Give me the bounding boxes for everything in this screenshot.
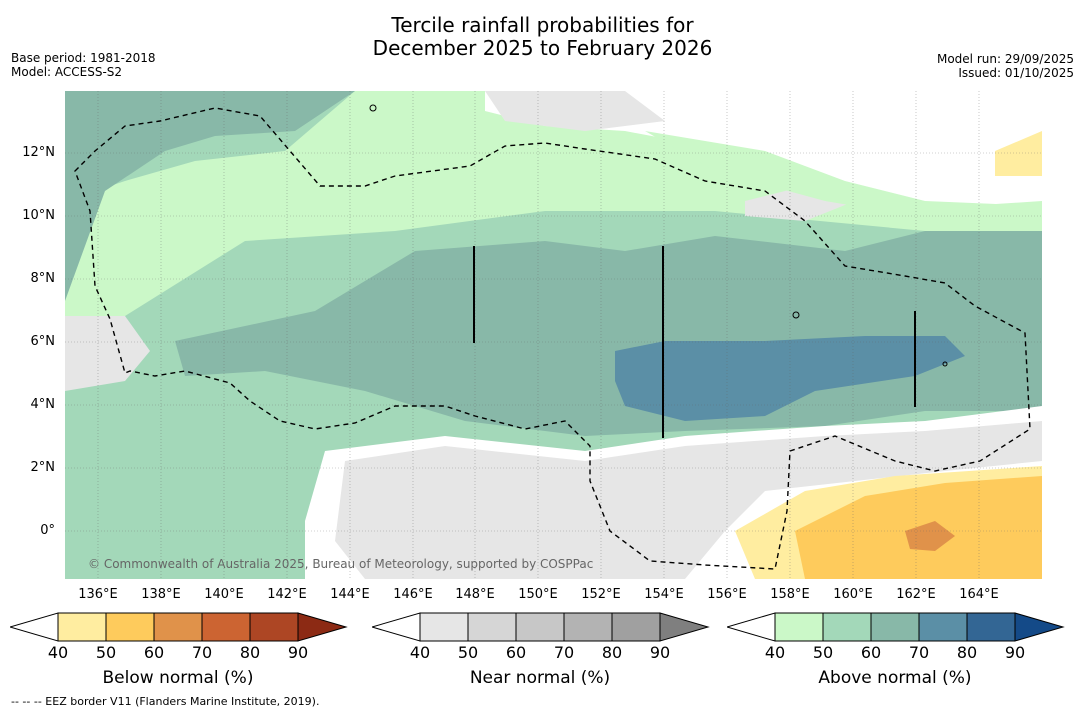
y-tick-12n: 12°N bbox=[22, 145, 55, 160]
cb-near-tick-40: 40 bbox=[409, 643, 431, 662]
cb-below-tick-70: 70 bbox=[191, 643, 213, 662]
cb-below-seg-5 bbox=[249, 612, 299, 642]
cb-below-seg-2 bbox=[105, 612, 155, 642]
meta-left: Base period: 1981-2018 Model: ACCESS-S2 bbox=[11, 51, 156, 79]
cb-below-arrow-right bbox=[297, 612, 348, 642]
cb-near-tick-60: 60 bbox=[505, 643, 527, 662]
x-tick-156: 156°E bbox=[707, 587, 747, 602]
cb-below-seg-4 bbox=[201, 612, 251, 642]
region-above-40-ne bbox=[645, 131, 1042, 221]
x-tick-142: 142°E bbox=[267, 587, 307, 602]
x-tick-154: 154°E bbox=[644, 587, 684, 602]
x-tick-144: 144°E bbox=[330, 587, 370, 602]
model-run: Model run: 29/09/2025 bbox=[936, 52, 1074, 66]
region-below-60-se bbox=[905, 521, 955, 551]
cb-above-tick-80: 80 bbox=[956, 643, 978, 662]
cb-below-seg-3 bbox=[153, 612, 203, 642]
cb-below-tick-40: 40 bbox=[47, 643, 69, 662]
cb-near-seg-4 bbox=[563, 612, 613, 642]
island-markers bbox=[473, 246, 916, 438]
model-name: Model: ACCESS-S2 bbox=[11, 65, 123, 79]
small-islands bbox=[369, 104, 948, 367]
cb-near-arrow-right bbox=[659, 612, 710, 642]
cb-near-tick-50: 50 bbox=[457, 643, 479, 662]
title-line-1: Tercile rainfall probabilities for bbox=[391, 13, 694, 37]
cb-above-label: Above normal (%) bbox=[818, 668, 972, 688]
y-tick-8n: 8°N bbox=[30, 271, 56, 286]
cb-above-arrow-right bbox=[1014, 612, 1065, 642]
cb-near-tick-70: 70 bbox=[553, 643, 575, 662]
cb-near-seg-1 bbox=[419, 612, 469, 642]
region-near-normal-north bbox=[485, 91, 855, 221]
title-line-2: December 2025 to February 2026 bbox=[372, 36, 713, 60]
cb-below-seg-1 bbox=[57, 612, 107, 642]
cb-near-tick-90: 90 bbox=[649, 643, 671, 662]
x-tick-148: 148°E bbox=[455, 587, 495, 602]
x-tick-138: 138°E bbox=[141, 587, 181, 602]
colorbar-below-normal bbox=[10, 612, 348, 642]
cb-near-seg-5 bbox=[611, 612, 661, 642]
x-tick-140: 140°E bbox=[204, 587, 244, 602]
eez-border bbox=[74, 107, 1031, 570]
cb-above-arrow-left bbox=[727, 612, 776, 642]
cb-near-tick-80: 80 bbox=[601, 643, 623, 662]
cb-below-arrow-left bbox=[10, 612, 59, 642]
x-tick-152: 152°E bbox=[581, 587, 621, 602]
cb-near-label: Near normal (%) bbox=[469, 668, 611, 688]
y-tick-2n: 2°N bbox=[30, 460, 56, 475]
colorbar-above-normal bbox=[727, 612, 1065, 642]
cb-below-tick-90: 90 bbox=[287, 643, 309, 662]
x-tick-150: 150°E bbox=[518, 587, 558, 602]
rainfall-map[interactable] bbox=[65, 91, 1042, 579]
cb-below-tick-60: 60 bbox=[143, 643, 165, 662]
x-tick-146: 146°E bbox=[393, 587, 433, 602]
region-above-60-nw bbox=[65, 91, 355, 301]
cb-near-arrow-left bbox=[372, 612, 421, 642]
cb-above-seg-4 bbox=[918, 612, 968, 642]
map-gridlines bbox=[65, 91, 1042, 579]
cb-above-seg-5 bbox=[966, 612, 1016, 642]
region-below-40-ne bbox=[995, 131, 1042, 176]
cb-above-seg-2 bbox=[822, 612, 872, 642]
x-tick-162: 162°E bbox=[896, 587, 936, 602]
colorbar-near-normal bbox=[372, 612, 710, 642]
cb-above-tick-70: 70 bbox=[908, 643, 930, 662]
eez-footnote: -- -- -- EEZ border V11 (Flanders Marine… bbox=[11, 695, 320, 708]
y-tick-4n: 4°N bbox=[30, 397, 56, 412]
cb-above-tick-50: 50 bbox=[812, 643, 834, 662]
cb-below-label: Below normal (%) bbox=[102, 668, 254, 688]
x-tick-136: 136°E bbox=[78, 587, 118, 602]
map-canvas bbox=[65, 91, 1042, 579]
map-title: Tercile rainfall probabilities for Decem… bbox=[0, 14, 1085, 60]
cb-above-seg-1 bbox=[774, 612, 824, 642]
cb-above-tick-60: 60 bbox=[860, 643, 882, 662]
y-tick-10n: 10°N bbox=[22, 208, 55, 223]
issued-date: Issued: 01/10/2025 bbox=[958, 66, 1074, 80]
y-tick-6n: 6°N bbox=[30, 334, 56, 349]
cb-below-tick-50: 50 bbox=[95, 643, 117, 662]
x-tick-160: 160°E bbox=[833, 587, 873, 602]
x-tick-158: 158°E bbox=[770, 587, 810, 602]
cb-above-seg-3 bbox=[870, 612, 920, 642]
cb-above-tick-90: 90 bbox=[1004, 643, 1026, 662]
region-above-70-core bbox=[615, 336, 965, 421]
base-period: Base period: 1981-2018 bbox=[11, 51, 156, 65]
cb-near-seg-2 bbox=[467, 612, 517, 642]
cb-above-tick-40: 40 bbox=[764, 643, 786, 662]
cb-near-seg-3 bbox=[515, 612, 565, 642]
region-near-normal-south-fill bbox=[335, 421, 1042, 579]
meta-right: Model run: 29/09/2025 Issued: 01/10/2025 bbox=[937, 52, 1074, 80]
cb-below-tick-80: 80 bbox=[239, 643, 261, 662]
x-tick-164: 164°E bbox=[959, 587, 999, 602]
copyright-credit: © Commonwealth of Australia 2025, Bureau… bbox=[88, 557, 594, 571]
y-tick-0: 0° bbox=[40, 523, 55, 538]
